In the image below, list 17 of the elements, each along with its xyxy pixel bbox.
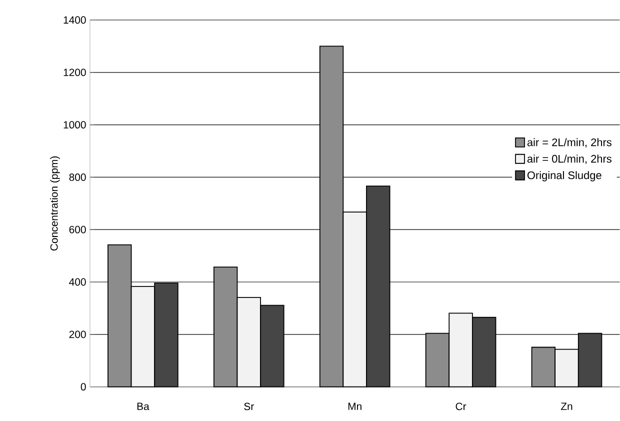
legend-label: Original Sludge	[527, 171, 602, 182]
x-tick-label: Cr	[456, 402, 466, 410]
x-tick-label: Sr	[244, 402, 254, 410]
y-tick-label: 800	[69, 174, 86, 181]
y-tick-label: 200	[69, 330, 86, 338]
x-tick-label: Zn	[560, 402, 572, 410]
y-tick-label: 1200	[64, 68, 86, 76]
x-tick-label: Mn	[348, 402, 362, 410]
y-tick-label: 1000	[64, 121, 86, 129]
y-tick-label: 1400	[64, 16, 86, 24]
y-tick-label: 0	[80, 383, 86, 391]
y-tick-label: 600	[69, 226, 86, 234]
x-tick-label: Ba	[137, 402, 150, 410]
legend-label: air = 2L/min, 2hrs	[527, 138, 612, 148]
y-axis-title: Concentration (ppm)	[50, 156, 60, 251]
y-tick-label: 400	[69, 278, 86, 286]
legend-label: air = 0L/min, 2hrs	[527, 154, 612, 164]
